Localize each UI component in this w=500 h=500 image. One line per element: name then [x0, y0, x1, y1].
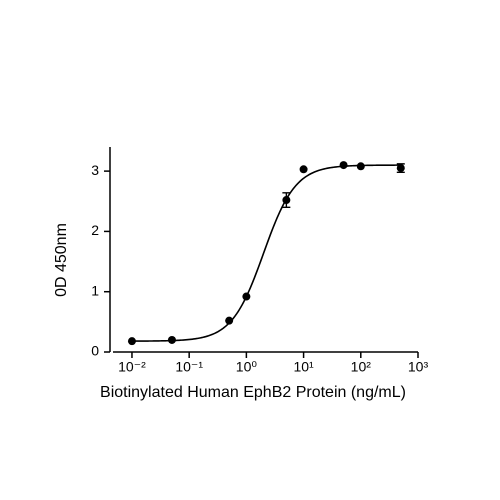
data-point — [167, 335, 176, 344]
x-axis-label: Biotinylated Human EphB2 Protein (ng/mL) — [100, 384, 406, 401]
x-tick-label: 10² — [351, 359, 372, 375]
y-tick-label: 1 — [91, 282, 99, 298]
data-point — [299, 165, 308, 174]
data-point — [356, 162, 365, 171]
y-axis-label: 0D 450nm — [53, 223, 70, 297]
data-point — [225, 316, 234, 325]
data-point — [282, 196, 291, 205]
y-tick-label: 0 — [91, 343, 99, 359]
y-tick-label: 2 — [91, 222, 99, 238]
x-tick-label: 10³ — [408, 359, 429, 375]
y-tick-label: 3 — [91, 162, 99, 178]
data-point — [339, 161, 348, 170]
x-tick-label: 10⁰ — [236, 359, 258, 375]
x-tick-label: 10⁻¹ — [175, 359, 203, 375]
data-point — [127, 337, 136, 346]
x-tick-label: 10¹ — [293, 359, 314, 375]
x-tick-label: 10⁻² — [118, 359, 146, 375]
data-point — [396, 164, 405, 173]
data-point — [242, 292, 251, 301]
fit-curve — [131, 164, 401, 342]
